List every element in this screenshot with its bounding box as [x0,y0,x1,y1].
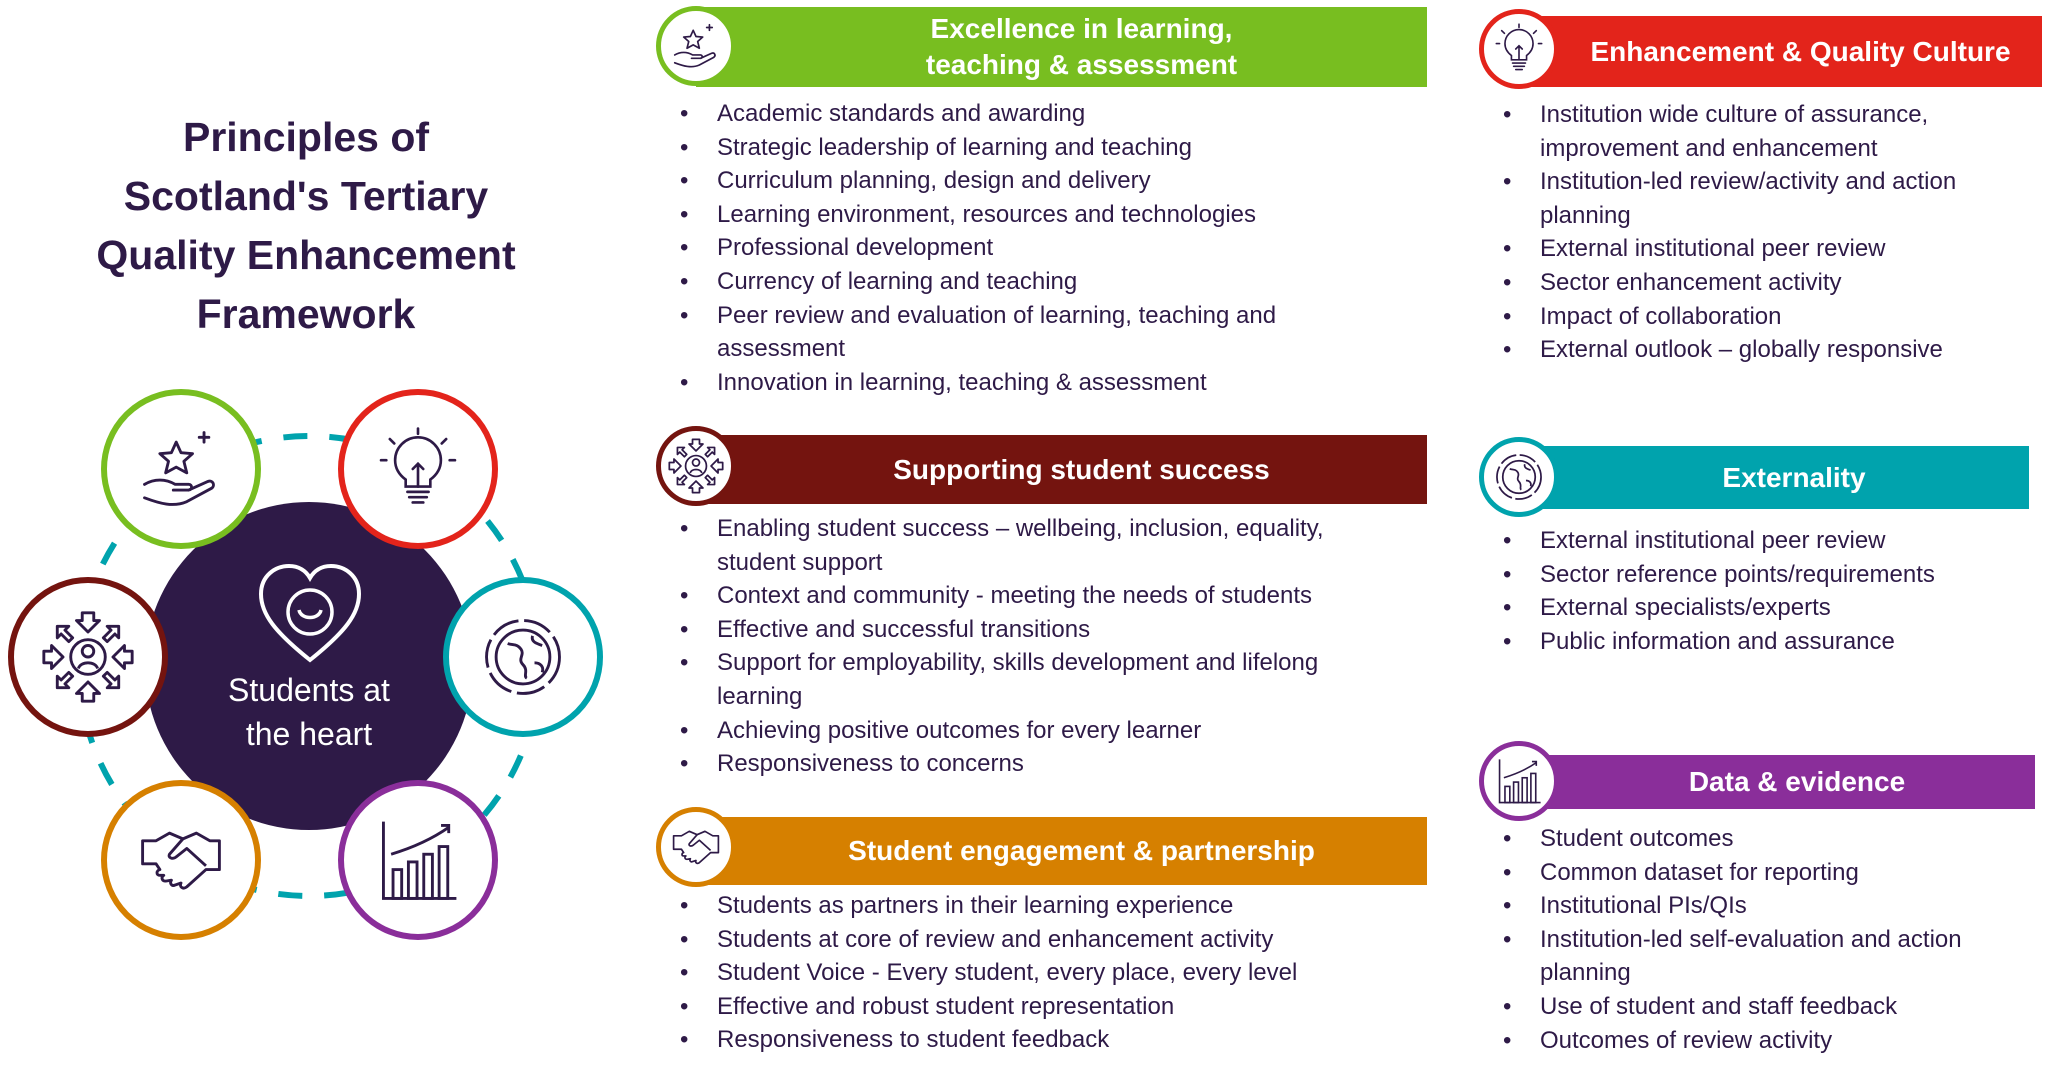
header-title: Student engagement & partnership [848,835,1315,866]
list-item: Responsiveness to student feedback [680,1023,1380,1057]
hub-label: Students at the heart [145,668,473,756]
bar-chart-icon [1479,741,1559,821]
list-item: Students at core of review and enhanceme… [680,923,1380,957]
list-item: External specialists/experts [1503,591,2023,625]
section-header-culture: Enhancement & Quality Culture [1519,16,2042,87]
list-item: Achieving positive outcomes for every le… [680,714,1380,748]
hand-star-icon [656,6,736,86]
engagement-list: Students as partners in their learning e… [680,889,1380,1057]
section-header-externality: Externality [1519,446,2029,509]
title-line: Quality Enhancement [96,232,516,278]
globe-icon [1479,437,1559,517]
list-item: Institution-led review/activity and acti… [1503,165,2023,232]
list-item: Sector enhancement activity [1503,266,2023,300]
excellence-list: Academic standards and awarding Strategi… [680,97,1370,399]
list-item: Impact of collaboration [1503,300,2023,334]
section-header-engagement: Student engagement & partnership [696,817,1427,885]
node-culture [338,389,498,549]
list-item: Strategic leadership of learning and tea… [680,131,1370,165]
header-title-line: teaching & assessment [925,49,1238,80]
node-support [8,577,168,737]
header-title: Data & evidence [1688,766,1906,797]
node-excellence [101,389,261,549]
list-item: External institutional peer review [1503,232,2023,266]
hand-star-icon [133,421,229,517]
list-item: Effective and robust student representat… [680,990,1380,1024]
handshake-icon [656,807,736,887]
list-item: Institution wide culture of assurance, i… [1503,98,2023,165]
list-item: Context and community - meeting the need… [680,579,1380,613]
section-header-support: Supporting student success [696,435,1427,504]
handshake-icon [133,812,229,908]
section-header-data: Data & evidence [1519,755,2035,809]
list-item: Use of student and staff feedback [1503,990,2023,1024]
node-engagement [101,780,261,940]
bar-chart-icon [370,812,466,908]
node-data [338,780,498,940]
list-item: Student outcomes [1503,822,2023,856]
list-item: Peer review and evaluation of learning, … [680,299,1370,366]
list-item: Currency of learning and teaching [680,265,1370,299]
list-item: Student Voice - Every student, every pla… [680,956,1380,990]
culture-list: Institution wide culture of assurance, i… [1503,98,2023,367]
hub-label-line: Students at [228,672,390,708]
list-item: External institutional peer review [1503,524,2023,558]
list-item: Common dataset for reporting [1503,856,2023,890]
list-item: Professional development [680,231,1370,265]
title-line: Principles of [182,114,430,160]
header-title-line: Excellence in learning, [930,13,1233,44]
list-item: Innovation in learning, teaching & asses… [680,366,1370,400]
lightbulb-icon [374,425,462,513]
support-list: Enabling student success – wellbeing, in… [680,512,1380,781]
list-item: Support for employability, skills develo… [680,646,1380,713]
header-title: Externality [1722,461,1866,493]
list-item: Institution-led self-evaluation and acti… [1503,923,2023,990]
header-title: Enhancement & Quality Culture [1590,35,2011,67]
list-item: Students as partners in their learning e… [680,889,1380,923]
lightbulb-icon [1479,9,1559,89]
node-externality [443,577,603,737]
list-item: Learning environment, resources and tech… [680,198,1370,232]
students-at-heart-hub [145,502,473,830]
section-header-excellence: Excellence in learning, teaching & assess… [696,7,1427,87]
list-item: External outlook – globally responsive [1503,333,2023,367]
list-item: Curriculum planning, design and delivery [680,164,1370,198]
list-item: Institutional PIs/QIs [1503,889,2023,923]
list-item: Outcomes of review activity [1503,1024,2023,1058]
page-title: Principles of Scotland's Tertiary Qualit… [56,108,556,344]
person-arrows-icon [40,609,136,705]
header-title: Supporting student success [893,453,1270,485]
externality-list: External institutional peer review Secto… [1503,524,2023,658]
list-item: Academic standards and awarding [680,97,1370,131]
list-item: Public information and assurance [1503,625,2023,659]
person-arrows-icon [656,426,736,506]
list-item: Enabling student success – wellbeing, in… [680,512,1380,579]
list-item: Sector reference points/requirements [1503,558,2023,592]
title-line: Framework [196,291,416,337]
globe-icon [475,609,571,705]
list-item: Responsiveness to concerns [680,747,1380,781]
list-item: Effective and successful transitions [680,613,1380,647]
hub-label-line: the heart [245,716,373,752]
heart-smile-icon [258,563,362,663]
title-line: Scotland's Tertiary [123,173,489,219]
data-list: Student outcomes Common dataset for repo… [1503,822,2023,1057]
